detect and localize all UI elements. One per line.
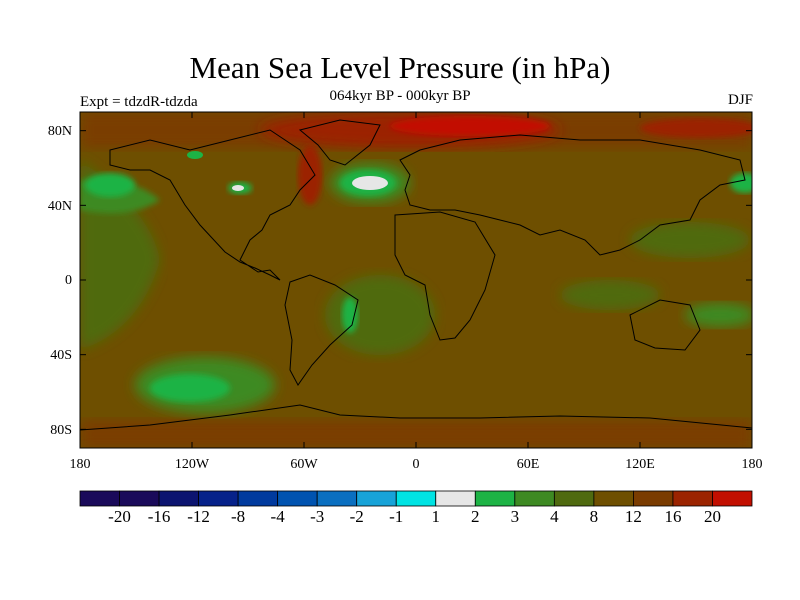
colorbar-swatch xyxy=(158,490,199,507)
colorbar-swatch xyxy=(119,490,160,507)
axis-ticks xyxy=(79,112,753,448)
colorbar-swatch xyxy=(672,490,713,507)
lon-label-180e: 180 xyxy=(741,457,763,472)
colorbar-label: 20 xyxy=(703,507,721,526)
colorbar-swatch xyxy=(474,490,516,507)
date-line-low xyxy=(730,173,752,193)
indian-ocean-band xyxy=(560,280,660,310)
lat-label-80s: 80S xyxy=(50,423,72,438)
west-pacific-band xyxy=(630,222,750,258)
labrador-high xyxy=(298,145,322,205)
colorbar-label: -20 xyxy=(108,507,131,526)
brazil-low xyxy=(342,297,358,333)
coastlines xyxy=(80,119,752,431)
colorbar-swatch xyxy=(356,490,397,507)
australia-coast xyxy=(629,299,701,351)
colorbar-swatch xyxy=(395,490,437,507)
colorbar-label: -4 xyxy=(270,507,285,526)
chart-title: Mean Sea Level Pressure (in hPa) xyxy=(189,50,611,85)
lon-label-120e: 120E xyxy=(625,457,655,472)
colorbar-swatch xyxy=(237,490,279,507)
colorbar-swatch xyxy=(553,490,595,507)
colorbar-label: -8 xyxy=(231,507,246,526)
colorbar-label: 8 xyxy=(589,507,599,526)
arctic-high-core xyxy=(390,116,550,136)
colorbar-swatch xyxy=(198,490,239,507)
lon-label-60e: 60E xyxy=(516,457,540,472)
antarctica-coast xyxy=(80,404,752,431)
lon-label-120w: 120W xyxy=(174,457,210,472)
colorbar-swatch xyxy=(316,490,358,507)
colorbar-label: -2 xyxy=(349,507,364,526)
beaufort-low xyxy=(187,151,203,159)
north-america-coast xyxy=(109,129,316,281)
colorbar-label: 1 xyxy=(431,507,441,526)
north-pacific-core xyxy=(85,173,135,197)
greenland-coast xyxy=(298,119,381,166)
colorbar-swatch xyxy=(435,490,476,507)
lat-label-40n: 40N xyxy=(47,199,72,214)
colorbar-swatch xyxy=(593,490,634,507)
colorbar-label: -3 xyxy=(310,507,325,526)
colorbar-label: 2 xyxy=(471,507,480,526)
colorbar-label: -12 xyxy=(187,507,210,526)
southwest-pacific-band xyxy=(685,303,752,327)
africa-coast xyxy=(394,211,496,341)
experiment-label: Expt = tdzdR-tdzda xyxy=(80,94,198,110)
chart-subtitle: 064kyr BP - 000kyr BP xyxy=(329,88,471,104)
colorbar-label: 16 xyxy=(664,507,682,526)
south-atlantic-band xyxy=(325,275,435,355)
eurasia-coast xyxy=(399,134,746,256)
season-label: DJF xyxy=(727,92,753,108)
colorbar-label: 4 xyxy=(550,507,559,526)
hudson-core xyxy=(232,185,244,191)
colorbar-swatch xyxy=(277,490,318,507)
north-atlantic-core xyxy=(352,176,388,190)
lat-label-80n: 80N xyxy=(47,124,72,139)
colorbar-swatch xyxy=(712,490,753,507)
colorbar-label: 3 xyxy=(510,507,520,526)
siberian-high xyxy=(640,118,752,138)
lat-label-0: 0 xyxy=(65,273,72,288)
south-pacific-low xyxy=(150,374,230,402)
lat-label-40s: 40S xyxy=(50,348,72,363)
lon-label-180w: 180 xyxy=(69,457,91,472)
colorbar-swatch xyxy=(514,490,555,507)
colorbar-label: -1 xyxy=(389,507,404,526)
south-america-coast xyxy=(284,274,359,386)
lon-label-60w: 60W xyxy=(290,457,318,472)
colorbar-swatch xyxy=(79,490,120,507)
colorbar-swatch xyxy=(633,490,674,507)
colorbar-label: 12 xyxy=(624,507,642,526)
colorbar-label: -16 xyxy=(147,507,171,526)
lon-label-0: 0 xyxy=(412,457,420,472)
